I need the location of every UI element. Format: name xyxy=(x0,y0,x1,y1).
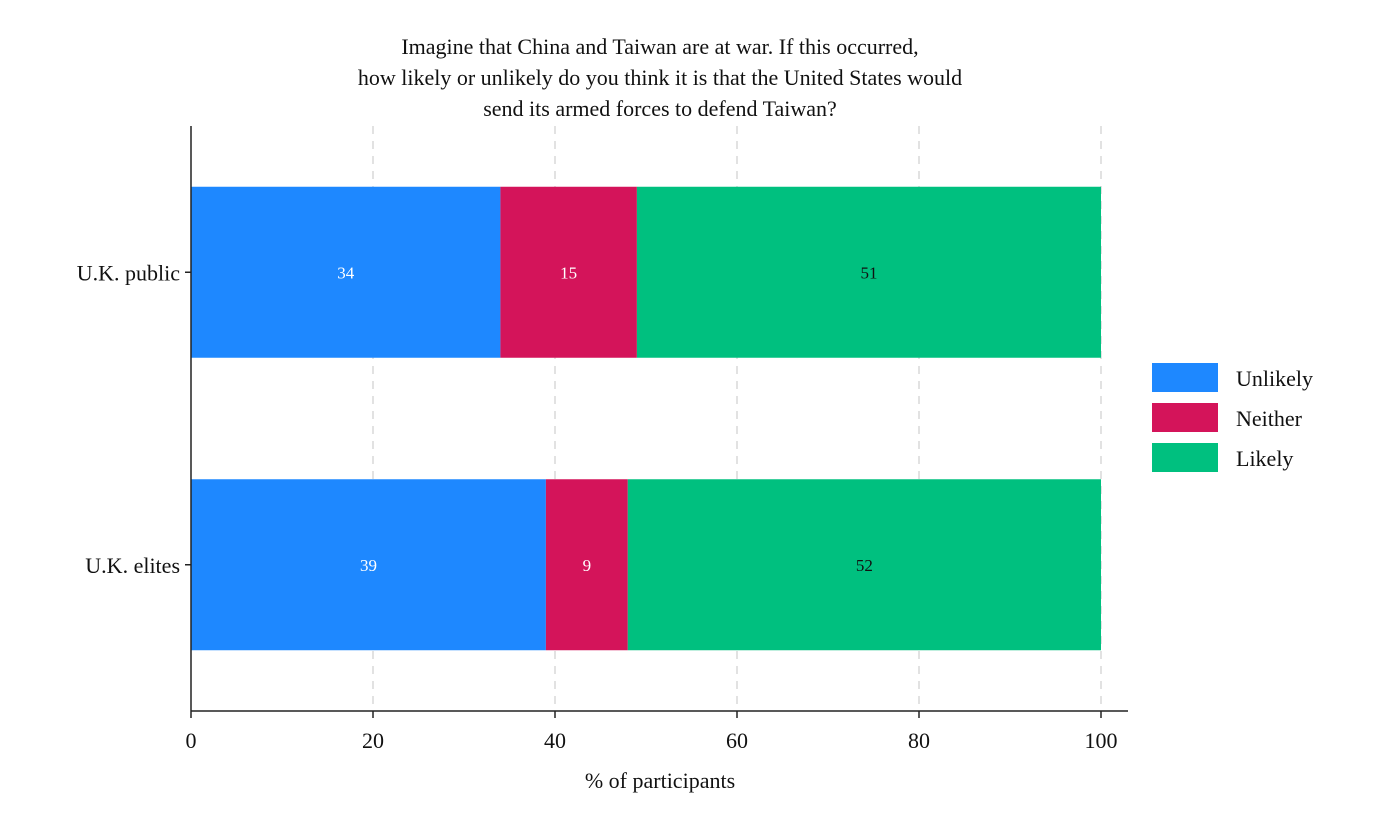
data-label: 9 xyxy=(583,556,592,575)
legend-label-unlikely: Unlikely xyxy=(1236,366,1313,391)
legend-swatch-neither xyxy=(1152,403,1218,432)
legend-swatch-unlikely xyxy=(1152,363,1218,392)
x-tick-label: 80 xyxy=(908,728,930,753)
data-label: 34 xyxy=(337,263,355,282)
legend-swatch-likely xyxy=(1152,443,1218,472)
x-tick-label: 20 xyxy=(362,728,384,753)
data-label: 51 xyxy=(860,263,877,282)
x-tick-label: 40 xyxy=(544,728,566,753)
bar-unlikely xyxy=(191,479,546,651)
data-label: 15 xyxy=(560,263,577,282)
chart-title-line-3: send its armed forces to defend Taiwan? xyxy=(483,96,837,121)
y-tick-labels: U.K. public U.K. elites xyxy=(77,260,191,578)
legend-label-likely: Likely xyxy=(1236,446,1293,471)
chart-title-line-2: how likely or unlikely do you think it i… xyxy=(358,65,962,90)
legend: Unlikely Neither Likely xyxy=(1152,363,1313,472)
bar-likely xyxy=(636,186,1101,358)
data-label: 39 xyxy=(360,556,377,575)
y-tick-label: U.K. public xyxy=(77,260,181,285)
x-tick-label: 60 xyxy=(726,728,748,753)
x-ticks: 0 20 40 60 80 100 xyxy=(186,711,1118,753)
bar-neither xyxy=(500,186,637,358)
y-tick-label: U.K. elites xyxy=(85,553,180,578)
bars: 34 15 51 39 9 52 xyxy=(191,186,1101,651)
data-label: 52 xyxy=(856,556,873,575)
bar-neither xyxy=(545,479,628,651)
x-tick-label: 100 xyxy=(1085,728,1118,753)
chart-title-line-1: Imagine that China and Taiwan are at war… xyxy=(401,34,918,59)
x-axis-label: % of participants xyxy=(585,768,735,793)
bar-unlikely xyxy=(191,186,501,358)
x-tick-label: 0 xyxy=(186,728,197,753)
bar-likely xyxy=(627,479,1101,651)
axes xyxy=(190,126,1128,712)
chart-title: Imagine that China and Taiwan are at war… xyxy=(358,34,962,121)
legend-label-neither: Neither xyxy=(1236,406,1303,431)
